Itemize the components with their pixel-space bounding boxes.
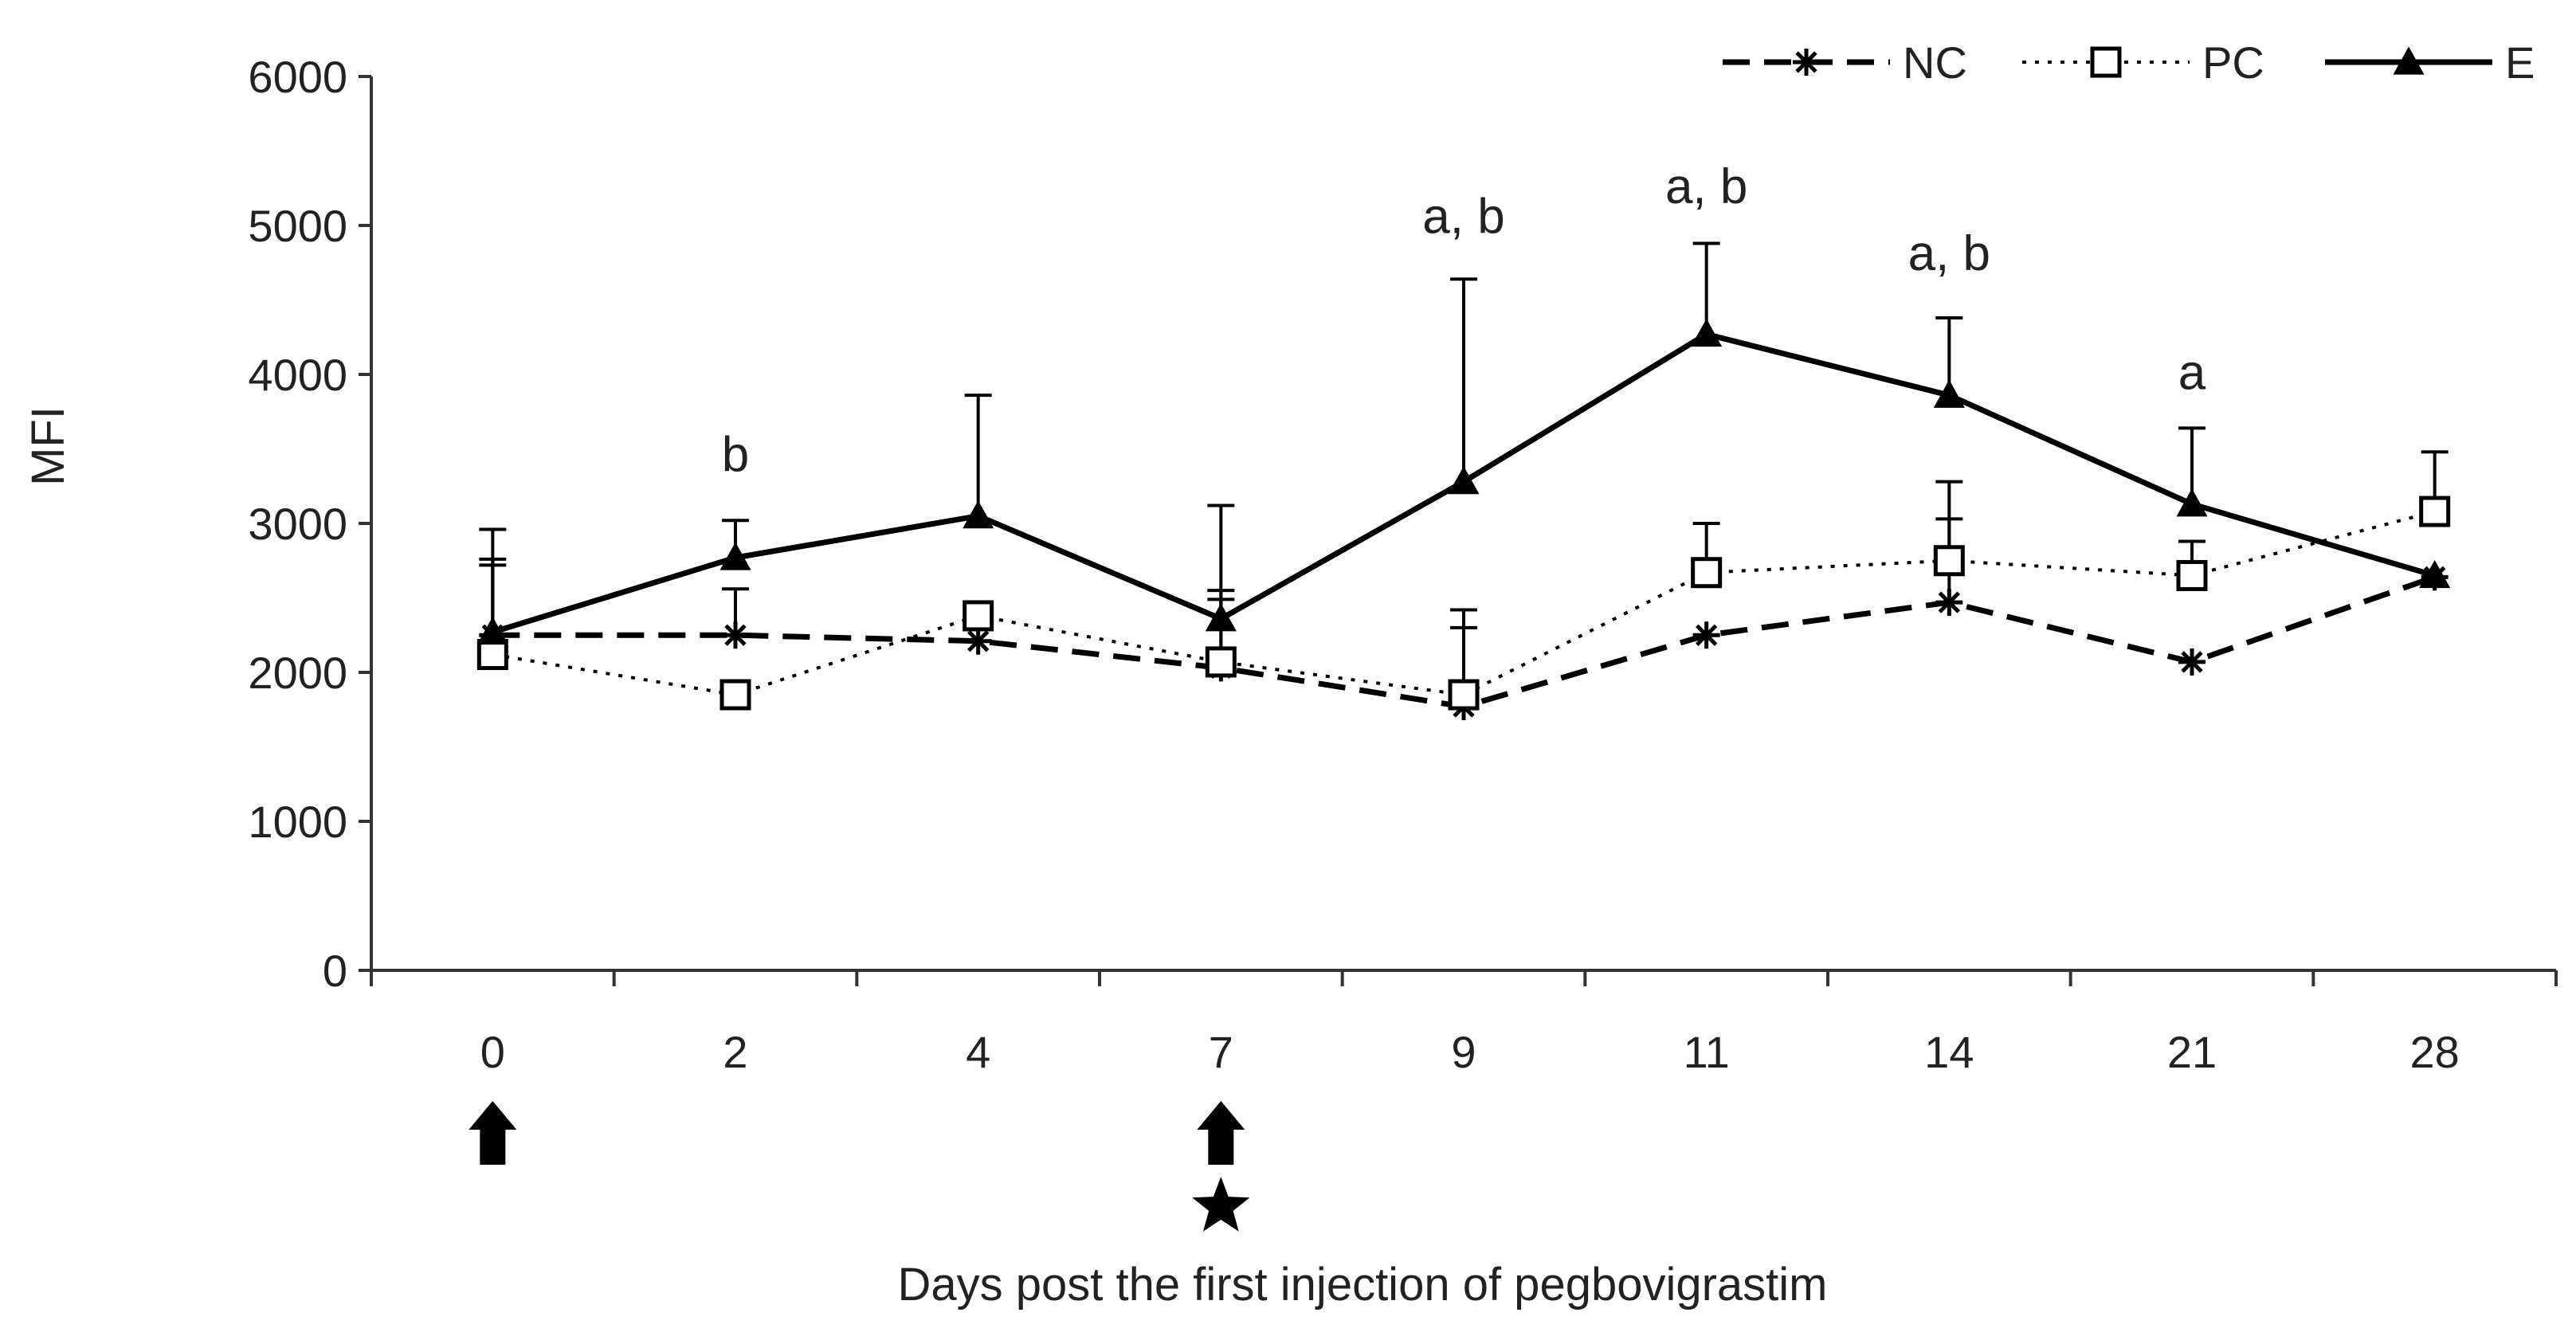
marker-NC (1692, 621, 1720, 649)
series-markers (476, 318, 2451, 721)
marker-PC (1205, 646, 1237, 678)
marker-E (1448, 466, 1480, 495)
significance-label: a (2178, 346, 2206, 401)
significance-label: b (722, 428, 749, 483)
marker-PC (1691, 557, 1723, 589)
y-tick-label: 2000 (248, 648, 347, 698)
legend-marker-E (2393, 46, 2425, 75)
marker-E (2176, 488, 2208, 517)
marker-PC (2419, 496, 2451, 527)
x-tick-label: 0 (480, 1027, 505, 1077)
significance-label: a, b (1422, 189, 1504, 244)
significance-label: a, b (1665, 159, 1747, 214)
y-tick-label: 1000 (248, 797, 347, 847)
legend: NC PC E (1723, 37, 2535, 88)
significance-annotations: b a, b a, b a, b a (722, 159, 2206, 483)
marker-PC (1448, 679, 1480, 711)
marker-E (1933, 379, 1965, 408)
marker-E (1205, 603, 1237, 632)
x-tick-label: 11 (1684, 1027, 1730, 1077)
marker-PC (476, 639, 508, 671)
marker-PC (963, 600, 994, 632)
y-tick-label: 3000 (248, 499, 347, 549)
legend-label-NC: NC (1903, 37, 1967, 88)
marker-NC (1935, 589, 1963, 617)
marker-E (719, 542, 751, 570)
significance-label: a, b (1908, 226, 1990, 281)
marker-PC (719, 679, 751, 711)
marker-PC (1933, 545, 1965, 577)
marker-NC (964, 627, 992, 655)
y-axis-label: MFI (22, 406, 74, 486)
marker-E (963, 500, 994, 529)
injection-arrow-icon (1197, 1101, 1245, 1165)
star-icon (1192, 1177, 1250, 1232)
marker-E (2419, 559, 2451, 589)
marker-NC (722, 621, 749, 649)
below-axis-markers (469, 1101, 1250, 1232)
marker-E (1691, 318, 1723, 347)
y-tick-label: 6000 (248, 52, 347, 102)
x-tick-label: 2 (723, 1027, 747, 1077)
legend-label-E: E (2505, 37, 2535, 88)
legend-marker-PC (2090, 46, 2122, 78)
series-line-PC (492, 510, 2436, 697)
x-tick-label: 21 (2167, 1027, 2217, 1077)
legend-label-PC: PC (2202, 37, 2264, 88)
marker-PC (2176, 559, 2208, 591)
injection-arrow-icon (469, 1101, 517, 1165)
x-axis-label: Days post the first injection of pegbovi… (898, 1259, 1828, 1311)
y-tick-label: 5000 (248, 201, 347, 251)
marker-E (476, 616, 508, 645)
y-tick-label: 0 (323, 946, 347, 996)
x-tick-label: 28 (2410, 1027, 2460, 1077)
x-tick-label: 4 (966, 1027, 990, 1077)
x-tick-label: 9 (1451, 1027, 1476, 1077)
x-tick-label: 7 (1209, 1027, 1233, 1077)
x-tick-label: 14 (1924, 1027, 1974, 1077)
axes: 0 1000 2000 3000 4000 5000 6000 0 2 4 7 9 11 14 21 28 (248, 52, 2558, 1077)
marker-NC (2178, 648, 2205, 676)
y-tick-label: 4000 (248, 350, 347, 400)
legend-marker-NC (1793, 49, 1820, 76)
error-bars (479, 241, 2449, 707)
